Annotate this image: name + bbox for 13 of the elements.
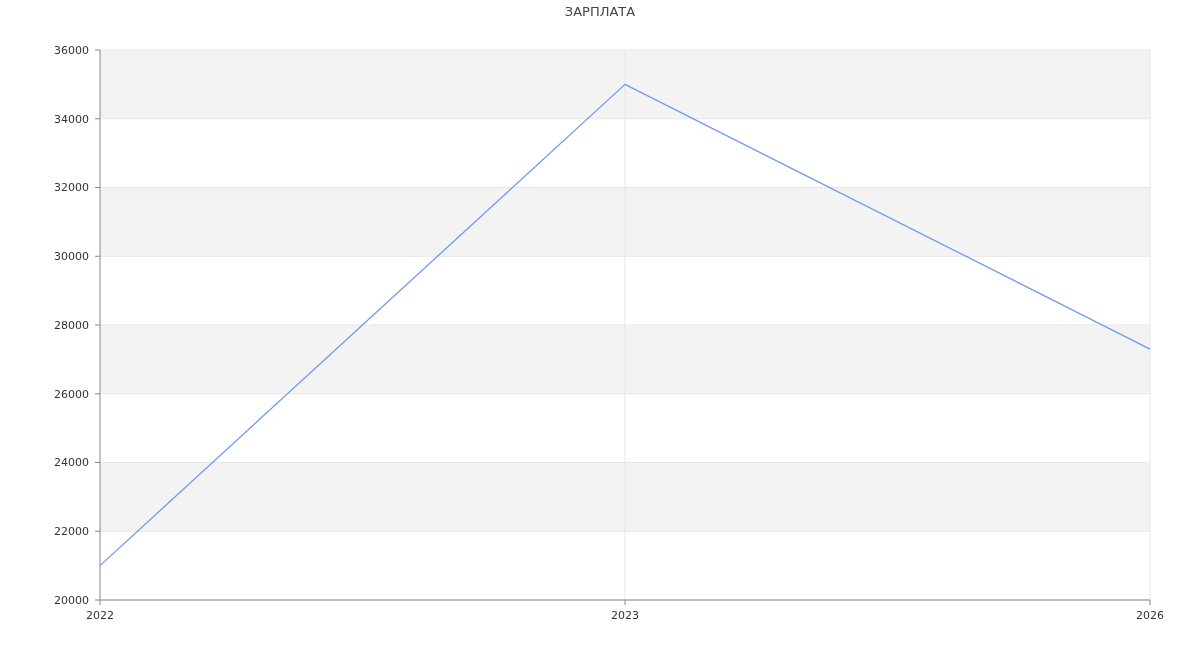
- y-tick-label: 26000: [54, 387, 89, 401]
- y-tick-label: 20000: [54, 593, 89, 607]
- y-tick-label: 34000: [54, 112, 89, 126]
- x-tick-label: 2026: [1136, 609, 1164, 622]
- y-tick-label: 30000: [54, 250, 89, 264]
- y-tick-label: 28000: [54, 318, 89, 332]
- y-tick-label: 24000: [54, 456, 89, 470]
- y-tick-label: 36000: [54, 43, 89, 57]
- x-tick-label: 2023: [611, 609, 639, 622]
- x-tick-label: 2022: [86, 609, 114, 622]
- y-tick-label: 32000: [54, 181, 89, 195]
- chart-title: ЗАРПЛАТА: [564, 4, 636, 19]
- y-tick-label: 22000: [54, 525, 89, 539]
